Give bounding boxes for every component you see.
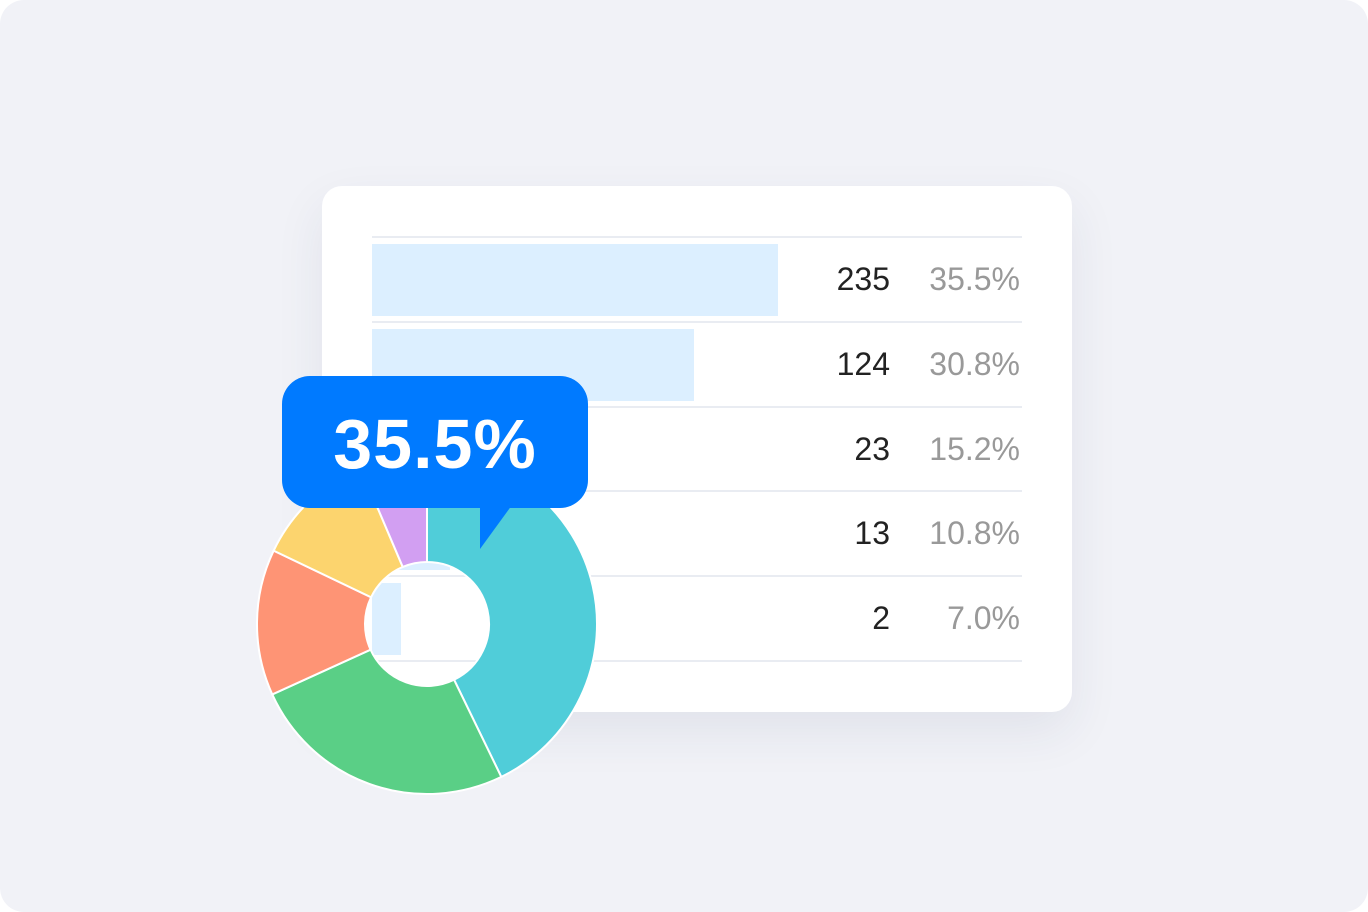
- row-count: 13: [854, 515, 890, 551]
- tooltip-label: 35.5%: [333, 405, 537, 483]
- row-bar: [372, 244, 779, 316]
- stats-card: 235 35.5% 124 30.8% 23 15.2% 13 10.8% 2 7.0%: [322, 186, 1072, 712]
- row-count: 124: [836, 346, 890, 382]
- row-percent: 7.0%: [947, 600, 1020, 636]
- row-count: 2: [872, 600, 890, 636]
- tooltip-pointer: [480, 505, 512, 549]
- row-divider: [372, 236, 1022, 238]
- row-divider: [372, 575, 1022, 577]
- donut-slice-3: [256, 549, 373, 696]
- row-bar: [372, 583, 402, 655]
- row-percent: 15.2%: [929, 431, 1020, 467]
- row-divider: [372, 321, 1022, 323]
- percentage-tooltip: 35.5%: [282, 376, 588, 508]
- row-percent: 30.8%: [929, 346, 1020, 382]
- row-count: 23: [854, 431, 890, 467]
- row-divider: [372, 660, 1022, 662]
- row-divider: [372, 490, 1022, 492]
- row-percent: 35.5%: [929, 261, 1020, 297]
- donut-slice-2: [270, 648, 503, 795]
- row-divider: [372, 406, 1022, 408]
- row-percent: 10.8%: [929, 515, 1020, 551]
- row-count: 235: [836, 261, 890, 297]
